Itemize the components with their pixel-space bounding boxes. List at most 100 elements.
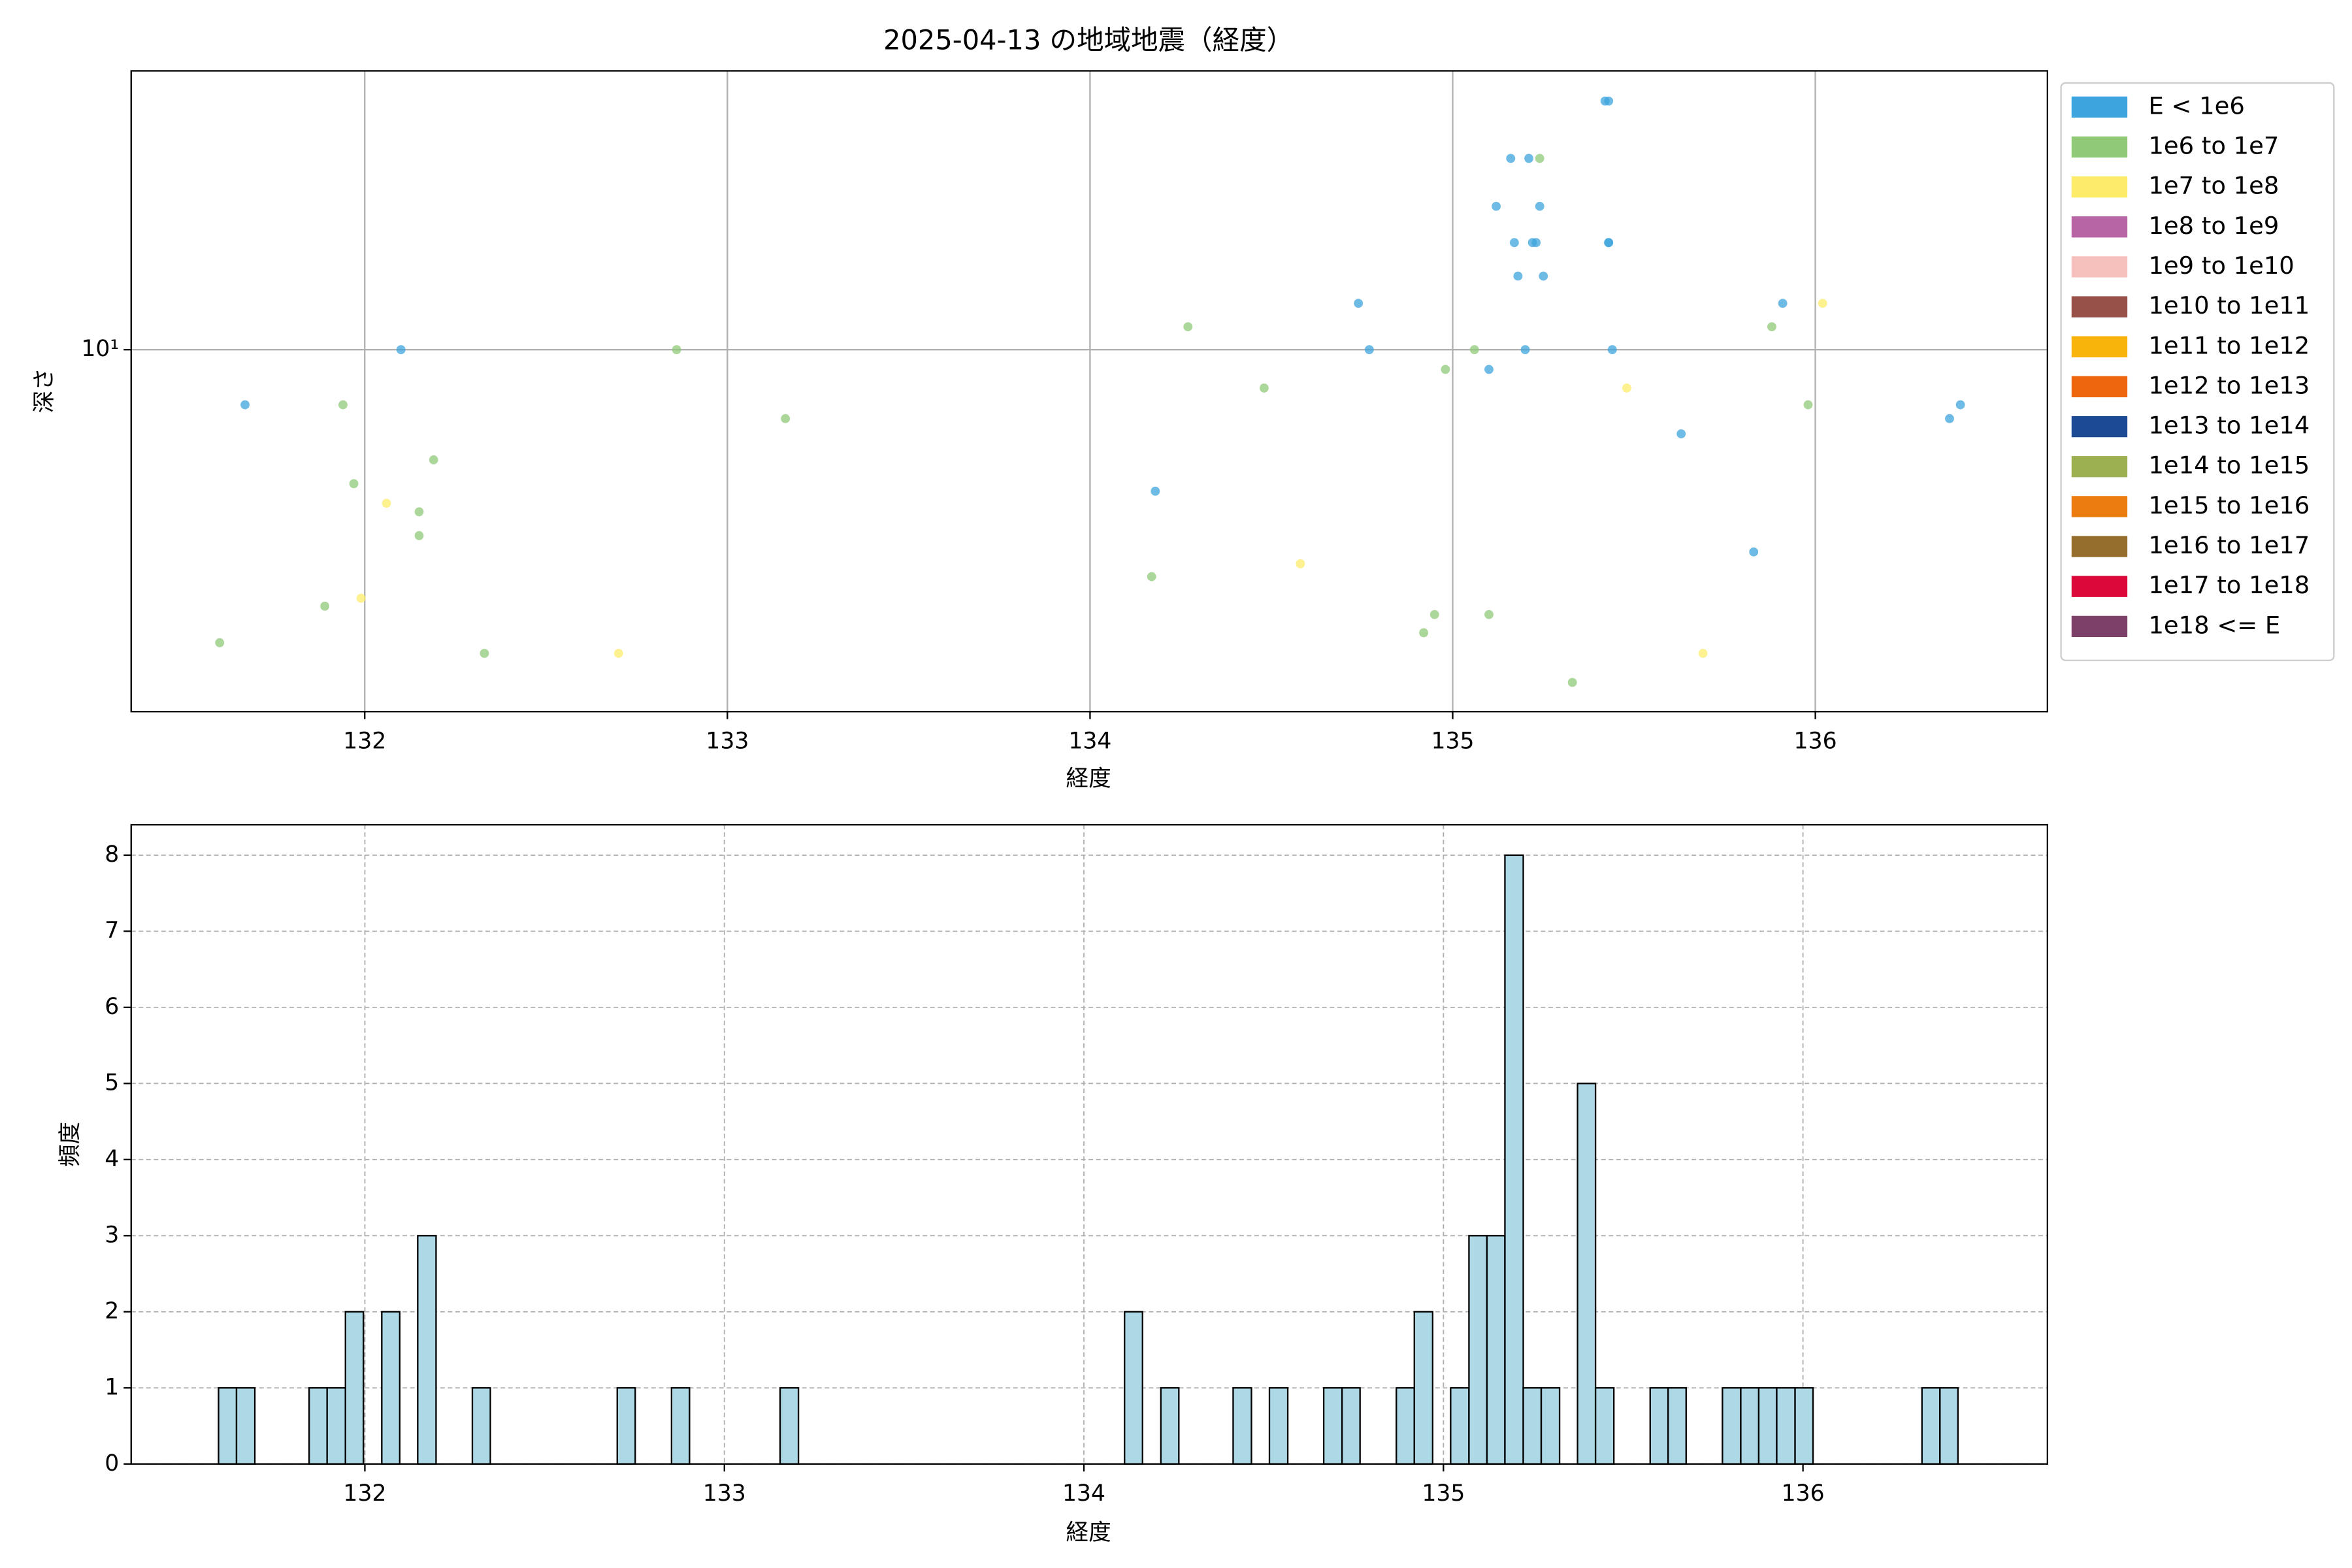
histogram-bar bbox=[1921, 1387, 1941, 1465]
x-tick-label: 132 bbox=[343, 1480, 386, 1507]
scatter-point bbox=[1151, 486, 1160, 496]
legend-label: 1e16 to 1e17 bbox=[2148, 531, 2310, 559]
legend-label: 1e18 <= E bbox=[2148, 611, 2280, 639]
legend-swatch bbox=[2071, 176, 2128, 198]
histogram-bar bbox=[308, 1387, 328, 1465]
scatter-point bbox=[1803, 400, 1813, 410]
y-tick-label: 1 bbox=[105, 1374, 119, 1400]
scatter-point bbox=[382, 498, 391, 508]
scatter-point bbox=[1509, 238, 1519, 248]
histogram-bar bbox=[1450, 1387, 1470, 1465]
y-tick-label: 10¹ bbox=[81, 336, 119, 362]
scatter-point bbox=[1364, 345, 1374, 355]
scatter-point bbox=[1955, 400, 1965, 410]
histogram-bar bbox=[1522, 1387, 1543, 1465]
legend-swatch bbox=[2071, 336, 2128, 357]
histogram-bar bbox=[1757, 1387, 1778, 1465]
scatter-point bbox=[1535, 154, 1544, 163]
chart-title: 2025-04-13 の地域地震（経度） bbox=[883, 24, 1294, 56]
scatter-point bbox=[613, 649, 623, 658]
x-tick-label: 133 bbox=[703, 1480, 746, 1507]
legend-swatch bbox=[2071, 416, 2128, 438]
y-axis-label: 頻度 bbox=[57, 1122, 83, 1167]
x-tick-label: 135 bbox=[1422, 1480, 1465, 1507]
legend-swatch bbox=[2071, 216, 2128, 238]
x-tick-label: 134 bbox=[1068, 728, 1111, 754]
histogram-bar bbox=[1576, 1083, 1597, 1465]
scatter-point bbox=[240, 400, 250, 410]
x-tick-label: 135 bbox=[1431, 728, 1474, 754]
x-tick-label: 132 bbox=[343, 728, 386, 754]
histogram-bar bbox=[1468, 1235, 1488, 1465]
scatter-point bbox=[1441, 365, 1450, 374]
legend-swatch bbox=[2071, 456, 2128, 478]
x-tick-label: 134 bbox=[1062, 1480, 1105, 1507]
scatter-point bbox=[1622, 384, 1631, 393]
scatter-point bbox=[1259, 384, 1269, 393]
histogram-bar bbox=[779, 1387, 800, 1465]
legend-label: 1e7 to 1e8 bbox=[2148, 172, 2279, 200]
y-tick-label: 7 bbox=[105, 917, 119, 943]
histogram-bar bbox=[1722, 1387, 1742, 1465]
x-tick-label: 136 bbox=[1782, 1480, 1825, 1507]
histogram-bar bbox=[1649, 1387, 1669, 1465]
scatter-point bbox=[429, 455, 438, 465]
legend-swatch bbox=[2071, 376, 2128, 398]
histogram-bar bbox=[1413, 1311, 1433, 1465]
scatter-point bbox=[1524, 154, 1533, 163]
histogram-bar bbox=[1594, 1387, 1615, 1465]
legend-label: 1e6 to 1e7 bbox=[2148, 132, 2279, 160]
legend-swatch bbox=[2071, 615, 2128, 637]
scatter-point bbox=[1818, 299, 1827, 308]
legend-label: E < 1e6 bbox=[2148, 91, 2244, 120]
scatter-point bbox=[1767, 322, 1776, 332]
scatter-point bbox=[1676, 429, 1686, 438]
scatter-point bbox=[1513, 271, 1523, 281]
scatter-point bbox=[215, 638, 225, 647]
legend-swatch bbox=[2071, 296, 2128, 318]
scatter-point bbox=[414, 531, 424, 540]
legend-swatch bbox=[2071, 536, 2128, 557]
y-tick-label: 6 bbox=[105, 994, 119, 1020]
y-tick-label: 4 bbox=[105, 1146, 119, 1172]
legend-label: 1e13 to 1e14 bbox=[2148, 412, 2310, 440]
histogram-bar bbox=[1341, 1387, 1361, 1465]
scatter-point bbox=[396, 345, 406, 355]
legend-label: 1e12 to 1e13 bbox=[2148, 371, 2310, 399]
scatter-point bbox=[1520, 345, 1530, 355]
histogram-bar bbox=[1776, 1387, 1796, 1465]
scatter-point bbox=[1778, 299, 1788, 308]
histogram-bar bbox=[1540, 1387, 1561, 1465]
scatter-point bbox=[1506, 154, 1516, 163]
scatter-point bbox=[414, 507, 424, 517]
scatter-point bbox=[1539, 271, 1548, 281]
scatter-point bbox=[1492, 201, 1501, 211]
histogram-bar bbox=[1268, 1387, 1289, 1465]
legend-label: 1e9 to 1e10 bbox=[2148, 252, 2294, 280]
legend-swatch bbox=[2071, 96, 2128, 118]
histogram-bar bbox=[670, 1387, 691, 1465]
legend-swatch bbox=[2071, 256, 2128, 278]
scatter-point bbox=[1945, 414, 1954, 423]
legend-swatch bbox=[2071, 576, 2128, 597]
y-axis-label: 深さ bbox=[31, 368, 57, 413]
histogram-bar bbox=[1124, 1311, 1143, 1465]
histogram-bar bbox=[326, 1387, 346, 1465]
legend-label: 1e14 to 1e15 bbox=[2148, 451, 2310, 480]
scatter-point bbox=[1429, 610, 1439, 619]
y-tick-label: 2 bbox=[105, 1298, 119, 1324]
legend-label: 1e8 to 1e9 bbox=[2148, 212, 2279, 240]
legend-label: 1e17 to 1e18 bbox=[2148, 571, 2310, 599]
scatter-point bbox=[1354, 299, 1364, 308]
histogram-bar bbox=[417, 1235, 437, 1465]
scatter-point bbox=[781, 414, 791, 423]
scatter-point bbox=[320, 601, 330, 611]
scatter-point bbox=[672, 345, 681, 355]
scatter-point bbox=[1484, 610, 1494, 619]
histogram-bar bbox=[1794, 1387, 1814, 1465]
x-tick-label: 136 bbox=[1794, 728, 1837, 754]
y-tick-label: 5 bbox=[105, 1070, 119, 1096]
scatter-point bbox=[1698, 649, 1708, 658]
scatter-point bbox=[1183, 322, 1193, 332]
